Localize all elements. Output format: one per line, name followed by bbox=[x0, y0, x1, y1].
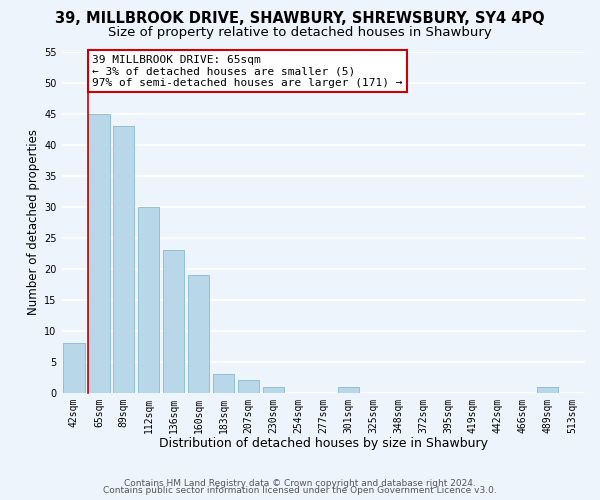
Bar bbox=[113, 126, 134, 392]
Y-axis label: Number of detached properties: Number of detached properties bbox=[27, 129, 40, 315]
Text: 39 MILLBROOK DRIVE: 65sqm
← 3% of detached houses are smaller (5)
97% of semi-de: 39 MILLBROOK DRIVE: 65sqm ← 3% of detach… bbox=[92, 54, 403, 88]
Text: Contains public sector information licensed under the Open Government Licence v3: Contains public sector information licen… bbox=[103, 486, 497, 495]
X-axis label: Distribution of detached houses by size in Shawbury: Distribution of detached houses by size … bbox=[159, 437, 488, 450]
Bar bbox=[64, 343, 85, 392]
Text: 39, MILLBROOK DRIVE, SHAWBURY, SHREWSBURY, SY4 4PQ: 39, MILLBROOK DRIVE, SHAWBURY, SHREWSBUR… bbox=[55, 11, 545, 26]
Bar bbox=[213, 374, 234, 392]
Bar bbox=[138, 206, 160, 392]
Bar bbox=[188, 275, 209, 392]
Bar bbox=[163, 250, 184, 392]
Text: Contains HM Land Registry data © Crown copyright and database right 2024.: Contains HM Land Registry data © Crown c… bbox=[124, 478, 476, 488]
Bar bbox=[537, 386, 558, 392]
Text: Size of property relative to detached houses in Shawbury: Size of property relative to detached ho… bbox=[108, 26, 492, 39]
Bar bbox=[263, 386, 284, 392]
Bar bbox=[338, 386, 359, 392]
Bar bbox=[88, 114, 110, 392]
Bar bbox=[238, 380, 259, 392]
